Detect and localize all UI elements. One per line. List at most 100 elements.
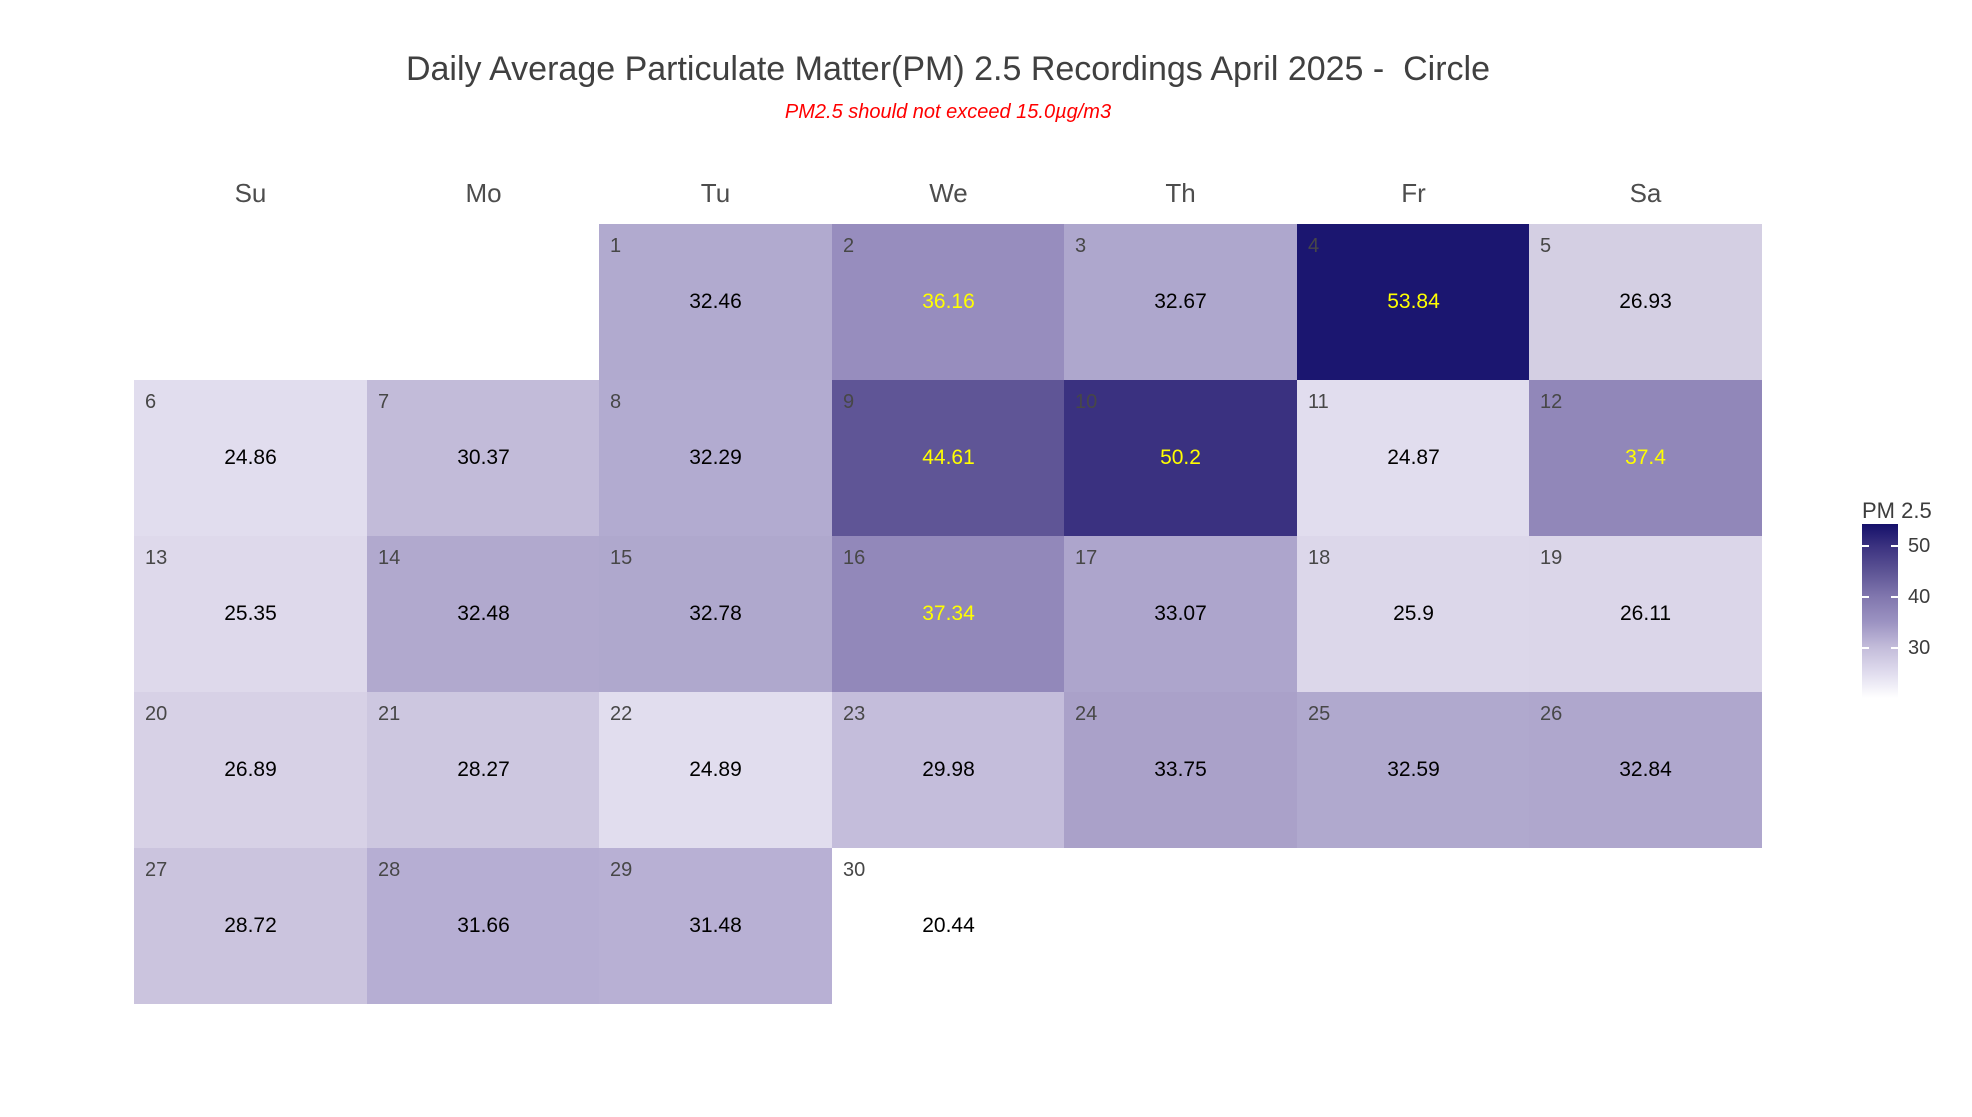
- calendar-cell-day-1: 1 32.46: [599, 224, 832, 380]
- calendar-cell-day-23: 23 29.98: [832, 692, 1065, 848]
- legend-tick-label: 50: [1908, 535, 1931, 557]
- pm-value: 32.59: [1387, 758, 1440, 781]
- calendar-cell-day-5: 5 26.93: [1529, 224, 1762, 380]
- legend-tick-mark: [1862, 647, 1869, 649]
- day-number: 4: [1308, 235, 1320, 257]
- pm-value: 50.2: [1160, 446, 1201, 469]
- day-number: 16: [843, 547, 866, 569]
- pm-value: 24.87: [1387, 446, 1440, 469]
- legend-tick-mark: [1891, 596, 1898, 598]
- calendar-cell-day-20: 20 26.89: [134, 692, 367, 848]
- day-number: 17: [1075, 547, 1098, 569]
- day-number: 26: [1540, 703, 1563, 725]
- calendar-cell-day-27: 27 28.72: [134, 848, 367, 1004]
- chart-title: Daily Average Particulate Matter(PM) 2.5…: [405, 50, 1491, 88]
- day-number: 5: [1540, 235, 1552, 257]
- day-number: 2: [843, 235, 855, 257]
- pm-value: 26.11: [1620, 602, 1671, 625]
- calendar-cell-day-24: 24 33.75: [1064, 692, 1297, 848]
- calendar-cell-day-16: 16 37.34: [832, 536, 1065, 692]
- calendar-cell-day-12: 12 37.4: [1529, 380, 1762, 536]
- pm-value: 32.67: [1154, 290, 1207, 313]
- calendar-cell-day-25: 25 32.59: [1297, 692, 1530, 848]
- calendar-cell-day-18: 18 25.9: [1297, 536, 1530, 692]
- calendar-cell-day-4: 4 53.84: [1297, 224, 1530, 380]
- pm-value: 31.66: [457, 914, 510, 937]
- pm-value: 33.75: [1154, 758, 1207, 781]
- calendar-cell-day-22: 22 24.89: [599, 692, 832, 848]
- weekday-header-th: Th: [1165, 178, 1196, 208]
- pm-value: 30.37: [457, 446, 510, 469]
- day-number: 21: [378, 703, 401, 725]
- calendar-cell-day-8: 8 32.29: [599, 380, 832, 536]
- legend-tick-label: 30: [1908, 637, 1931, 659]
- chart-subtitle: PM2.5 should not exceed 15.0µg/m3: [784, 101, 1112, 123]
- day-number: 30: [843, 859, 866, 881]
- weekday-header-mo: Mo: [465, 178, 502, 208]
- day-number: 29: [610, 859, 633, 881]
- weekday-header-we: We: [929, 178, 968, 208]
- pm-value: 37.34: [922, 602, 975, 625]
- calendar-cell-day-15: 15 32.78: [599, 536, 832, 692]
- pm-value: 31.48: [689, 914, 742, 937]
- weekday-header-sa: Sa: [1629, 178, 1662, 208]
- day-number: 6: [145, 391, 157, 413]
- pm-value: 32.48: [457, 602, 510, 625]
- day-number: 23: [843, 703, 866, 725]
- day-number: 1: [610, 235, 622, 257]
- calendar-cell-day-6: 6 24.86: [134, 380, 367, 536]
- legend-tick-mark: [1862, 596, 1869, 598]
- pm-value: 24.86: [224, 446, 277, 469]
- calendar-cell-day-3: 3 32.67: [1064, 224, 1297, 380]
- day-number: 25: [1308, 703, 1331, 725]
- weekday-header-fr: Fr: [1401, 178, 1426, 208]
- weekday-header-su: Su: [234, 178, 267, 208]
- calendar-cell-day-26: 26 32.84: [1529, 692, 1762, 848]
- pm-value: 36.16: [922, 290, 975, 313]
- day-number: 7: [378, 391, 390, 413]
- pm-value: 33.07: [1154, 602, 1207, 625]
- legend-colorbar: [1862, 524, 1898, 698]
- legend-tick-mark: [1891, 647, 1898, 649]
- pm-value: 44.61: [922, 446, 975, 469]
- day-number: 10: [1075, 391, 1098, 413]
- pm-value: 20.44: [922, 914, 975, 937]
- pm-value: 53.84: [1387, 290, 1440, 313]
- calendar-cell-day-13: 13 25.35: [134, 536, 367, 692]
- calendar-cell-day-11: 11 24.87: [1297, 380, 1530, 536]
- calendar-heatmap: 1 32.46 2 36.16 3 32.67 4 53.84 5 26.93 6 24.86 7 30.…: [134, 224, 1762, 1004]
- day-number: 27: [145, 859, 168, 881]
- calendar-cell-day-29: 29 31.48: [599, 848, 832, 1004]
- legend-tick-mark: [1891, 545, 1898, 547]
- day-number: 13: [145, 547, 168, 569]
- pm-value: 32.78: [689, 602, 742, 625]
- calendar-cell-day-7: 7 30.37: [367, 380, 600, 536]
- pm-value: 28.27: [457, 758, 510, 781]
- day-number: 19: [1540, 547, 1563, 569]
- calendar-cell-day-14: 14 32.48: [367, 536, 600, 692]
- calendar-cell-day-10: 10 50.2: [1064, 380, 1297, 536]
- calendar-cell-day-21: 21 28.27: [367, 692, 600, 848]
- pm-value: 32.84: [1619, 758, 1672, 781]
- pm-value: 26.89: [224, 758, 277, 781]
- day-number: 22: [610, 703, 633, 725]
- pm-value: 32.29: [689, 446, 742, 469]
- weekday-header-row: Su Mo Tu We Th Fr Sa: [134, 176, 1762, 210]
- calendar-cell-day-2: 2 36.16: [832, 224, 1065, 380]
- pm-value: 25.35: [224, 602, 277, 625]
- day-number: 18: [1308, 547, 1331, 569]
- pm-value: 26.93: [1619, 290, 1672, 313]
- day-number: 8: [610, 391, 622, 413]
- day-number: 9: [843, 391, 855, 413]
- calendar-cell-day-9: 9 44.61: [832, 380, 1065, 536]
- day-number: 24: [1075, 703, 1098, 725]
- pm-value: 25.9: [1393, 602, 1434, 625]
- calendar-cell-day-19: 19 26.11: [1529, 536, 1762, 692]
- pm-value: 37.4: [1625, 446, 1666, 469]
- legend-tick-mark: [1862, 545, 1869, 547]
- legend-title: PM 2.5: [1862, 498, 1932, 523]
- day-number: 15: [610, 547, 633, 569]
- day-number: 3: [1075, 235, 1087, 257]
- pm-value: 24.89: [689, 758, 742, 781]
